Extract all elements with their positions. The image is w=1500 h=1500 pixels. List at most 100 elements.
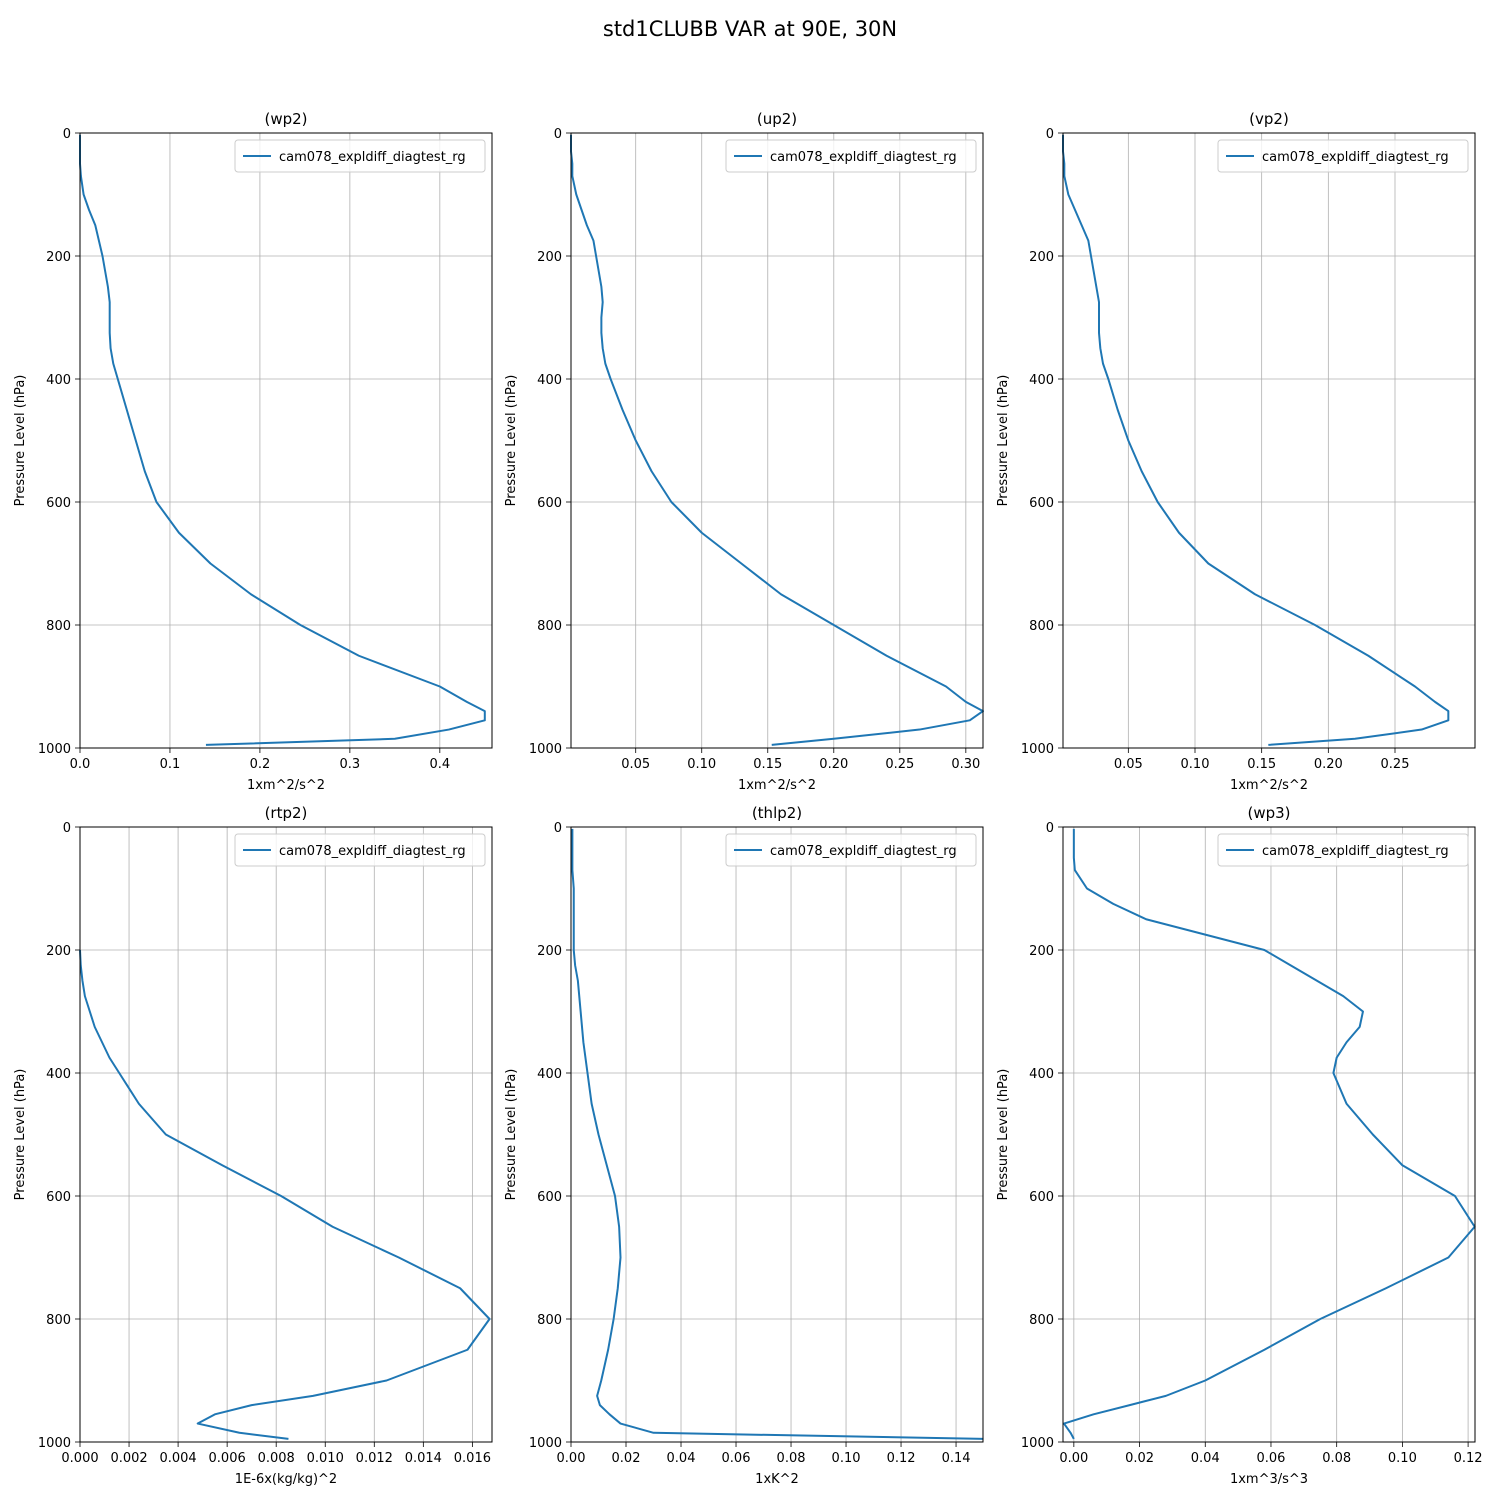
x-tick-label: 0.05 <box>621 757 650 772</box>
y-tick-label: 600 <box>1029 1190 1054 1205</box>
y-tick-label: 800 <box>1029 619 1054 634</box>
x-tick-label: 0.08 <box>1322 1451 1351 1466</box>
x-axis-label: 1xm^2/s^2 <box>247 778 325 793</box>
y-tick-label: 600 <box>46 1190 71 1205</box>
x-tick-label: 0.08 <box>777 1451 806 1466</box>
y-tick-label: 200 <box>46 250 71 265</box>
x-tick-label: 0.25 <box>1381 757 1410 772</box>
x-tick-label: 0.15 <box>753 757 782 772</box>
subplot: 0.00 0.02 0.04 0.06 0.08 0.10 0.12 0.14 0 200 400 6… <box>504 804 984 1487</box>
legend-box <box>1217 139 1469 173</box>
legend-box <box>234 139 486 173</box>
x-tick-label: 0.04 <box>1191 1451 1220 1466</box>
x-tick-label: 0.06 <box>1256 1451 1285 1466</box>
x-tick-label: 0.06 <box>722 1451 751 1466</box>
y-axis-label: Pressure Level (hPa) <box>504 1069 519 1201</box>
y-tick-label: 600 <box>1029 496 1054 511</box>
x-tick-label: 0.10 <box>1388 1451 1417 1466</box>
x-tick-label: 0.006 <box>209 1451 246 1466</box>
y-tick-label: 800 <box>1029 1313 1054 1328</box>
subplot: 0.05 0.10 0.15 0.20 0.25 0 200 400 600 800 1000 (vp… <box>996 110 1476 793</box>
x-axis-label: 1xm^2/s^2 <box>1230 778 1308 793</box>
legend-label: cam078_expldiff_diagtest_rg <box>279 150 466 165</box>
x-tick-label: 0.10 <box>832 1451 861 1466</box>
subplot-title: (up2) <box>757 110 797 128</box>
y-tick-label: 0 <box>554 127 562 142</box>
series-line <box>79 134 486 746</box>
x-tick-label: 0.4 <box>429 757 450 772</box>
x-tick-label: 0.12 <box>1454 1451 1483 1466</box>
y-tick-label: 400 <box>537 1067 562 1082</box>
x-tick-label: 0.05 <box>1114 757 1143 772</box>
series-line <box>570 134 984 746</box>
y-tick-label: 0 <box>554 821 562 836</box>
subplot-title: (wp2) <box>264 110 307 128</box>
subplot: 0.05 0.10 0.15 0.20 0.25 0.30 0 200 400 600 800 100… <box>504 110 984 793</box>
y-tick-label: 400 <box>46 1067 71 1082</box>
y-tick-label: 400 <box>537 373 562 388</box>
x-axis-label: 1xK^2 <box>755 1472 799 1487</box>
y-tick-label: 1000 <box>1021 1436 1054 1451</box>
subplot-title: (rtp2) <box>265 804 308 822</box>
y-axis-label: Pressure Level (hPa) <box>13 375 28 507</box>
x-tick-label: 0.30 <box>951 757 980 772</box>
x-axis-label: 1xm^3/s^3 <box>1230 1472 1308 1487</box>
x-tick-label: 0.02 <box>1125 1451 1154 1466</box>
x-tick-label: 0.12 <box>887 1451 916 1466</box>
legend-box <box>234 833 486 867</box>
legend-box <box>725 833 977 867</box>
legend-label: cam078_expldiff_diagtest_rg <box>1262 844 1449 859</box>
y-tick-label: 400 <box>1029 373 1054 388</box>
x-tick-label: 0.000 <box>61 1451 98 1466</box>
x-tick-label: 0.1 <box>160 757 181 772</box>
y-axis-label: Pressure Level (hPa) <box>504 375 519 507</box>
y-tick-label: 800 <box>537 619 562 634</box>
y-tick-label: 1000 <box>529 742 562 757</box>
y-tick-label: 800 <box>46 619 71 634</box>
series-line <box>1062 134 1450 746</box>
y-axis-label: Pressure Level (hPa) <box>996 1069 1011 1201</box>
subplot: 0.000 0.002 0.004 0.006 0.008 0.010 0.012 0.014… <box>13 804 493 1487</box>
axes-frame <box>1062 132 1476 749</box>
axes-frame <box>79 132 493 749</box>
y-tick-label: 800 <box>537 1313 562 1328</box>
series-line <box>79 949 491 1440</box>
x-tick-label: 0.00 <box>1059 1451 1088 1466</box>
y-tick-label: 1000 <box>38 742 71 757</box>
y-tick-label: 1000 <box>1021 742 1054 757</box>
y-axis-label: Pressure Level (hPa) <box>996 375 1011 507</box>
legend-label: cam078_expldiff_diagtest_rg <box>279 844 466 859</box>
legend-label: cam078_expldiff_diagtest_rg <box>1262 150 1449 165</box>
y-tick-label: 0 <box>63 127 71 142</box>
x-tick-label: 0.10 <box>1181 757 1210 772</box>
y-tick-label: 1000 <box>38 1436 71 1451</box>
x-tick-label: 0.0 <box>70 757 91 772</box>
x-tick-label: 0.010 <box>307 1451 344 1466</box>
subplot: 0.0 0.1 0.2 0.3 0.4 0 200 400 600 800 1000 (wp2) 1xm… <box>13 110 493 793</box>
y-tick-label: 0 <box>1046 821 1054 836</box>
y-tick-label: 200 <box>537 944 562 959</box>
x-axis-label: 1xm^2/s^2 <box>738 778 816 793</box>
y-tick-label: 400 <box>1029 1067 1054 1082</box>
series-line <box>1062 828 1476 1440</box>
subplot: 0.00 0.02 0.04 0.06 0.08 0.10 0.12 0 200 400 600 80… <box>996 804 1483 1487</box>
y-axis-label: Pressure Level (hPa) <box>13 1069 28 1201</box>
y-tick-label: 600 <box>537 1190 562 1205</box>
x-tick-label: 0.004 <box>159 1451 196 1466</box>
legend-box <box>725 139 977 173</box>
subplot-title: (wp3) <box>1247 804 1290 822</box>
axes-frame <box>79 826 493 1443</box>
x-tick-label: 0.008 <box>258 1451 295 1466</box>
x-tick-label: 0.3 <box>340 757 361 772</box>
y-tick-label: 600 <box>46 496 71 511</box>
x-tick-label: 0.00 <box>557 1451 586 1466</box>
y-tick-label: 600 <box>537 496 562 511</box>
y-tick-label: 200 <box>1029 250 1054 265</box>
axes-frame <box>1062 826 1476 1443</box>
subplot-title: (thlp2) <box>752 804 802 822</box>
y-tick-label: 1000 <box>529 1436 562 1451</box>
x-tick-label: 0.04 <box>667 1451 696 1466</box>
x-tick-label: 0.14 <box>942 1451 971 1466</box>
